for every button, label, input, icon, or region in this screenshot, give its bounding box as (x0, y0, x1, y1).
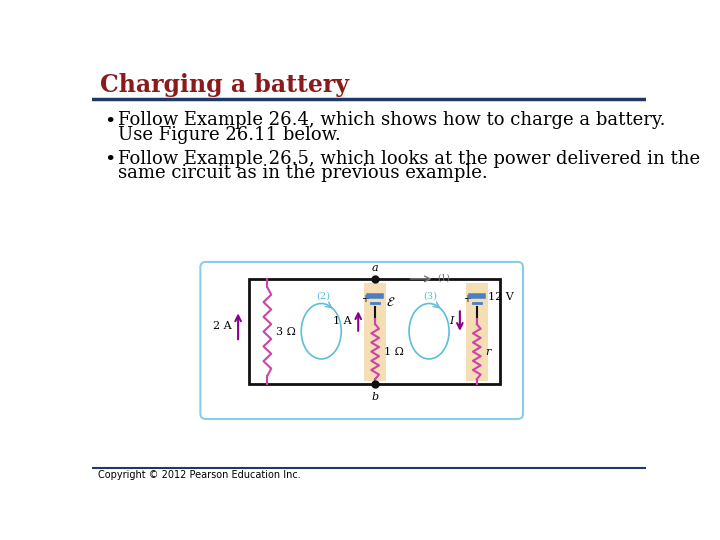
Text: +: + (463, 294, 471, 304)
Text: +: + (361, 294, 369, 304)
Bar (249, 279, 500, 384)
Text: Follow Example 26.5, which looks at the power delivered in the: Follow Example 26.5, which looks at the … (118, 150, 700, 167)
Text: (3): (3) (423, 292, 438, 301)
Text: •: • (104, 112, 115, 131)
Text: 1 A: 1 A (333, 316, 351, 326)
FancyBboxPatch shape (200, 262, 523, 419)
Text: 1 Ω: 1 Ω (384, 347, 403, 356)
Bar (364, 283, 386, 381)
Text: •: • (104, 151, 115, 169)
Text: same circuit as in the previous example.: same circuit as in the previous example. (118, 164, 487, 182)
Text: b: b (372, 392, 379, 402)
Text: a: a (372, 262, 379, 273)
Text: 12 V: 12 V (487, 292, 513, 302)
Bar (466, 283, 487, 381)
Text: 2 A: 2 A (212, 321, 231, 332)
Text: I: I (449, 316, 454, 326)
Text: (2): (2) (316, 292, 330, 301)
Text: Charging a battery: Charging a battery (99, 73, 348, 97)
Text: $\mathcal{E}$: $\mathcal{E}$ (386, 296, 395, 309)
Text: (1): (1) (437, 274, 449, 282)
Text: Follow Example 26.4, which shows how to charge a battery.: Follow Example 26.4, which shows how to … (118, 111, 665, 129)
Text: Use Figure 26.11 below.: Use Figure 26.11 below. (118, 126, 341, 144)
Text: 3 Ω: 3 Ω (276, 327, 296, 336)
Text: r: r (485, 347, 490, 356)
Text: Copyright © 2012 Pearson Education Inc.: Copyright © 2012 Pearson Education Inc. (98, 470, 301, 480)
